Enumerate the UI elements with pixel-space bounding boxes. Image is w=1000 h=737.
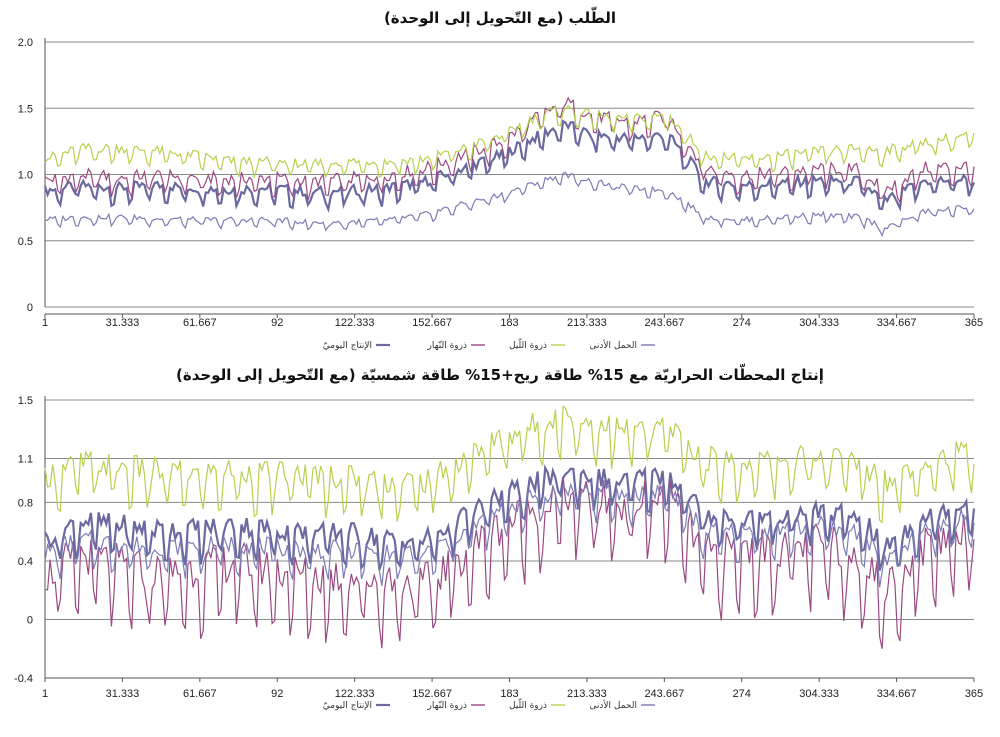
legend-label: ذروة اللّيل — [509, 338, 547, 351]
legend-label: ذروة اللّيل — [509, 698, 547, 711]
series-line-3 — [44, 481, 975, 588]
y-tick-label: 0 — [27, 614, 33, 626]
y-tick-label: 0.8 — [18, 497, 33, 509]
y-tick-label: 1.5 — [18, 395, 33, 407]
legend-label: ذروة النّهار — [427, 701, 467, 711]
series-line-3 — [44, 171, 975, 238]
y-tick-label: 2.0 — [18, 37, 33, 49]
demand-chart: الطّلب (مع التّحويل إلى الوحدة) 0 0.5 1.0 1.… — [18, 7, 983, 351]
y-tick-label: 1.1 — [18, 454, 33, 466]
x-tick-label: 334.667 — [877, 317, 917, 329]
series-line-0 — [43, 119, 976, 214]
x-tick-label: 31.333 — [106, 317, 140, 329]
x-tick-label: 31.333 — [106, 688, 140, 700]
x-tick-label: 304.333 — [799, 688, 839, 700]
chart-title: الطّلب (مع التّحويل إلى الوحدة) — [384, 7, 616, 27]
x-tick-label: 122.333 — [335, 317, 375, 329]
x-tick-label: 274 — [733, 317, 751, 329]
series-line-0 — [44, 464, 976, 571]
x-tick-label: 213.333 — [567, 317, 607, 329]
x-tick-label: 61.667 — [183, 317, 217, 329]
x-tick-label: 213.333 — [567, 688, 607, 700]
y-tick-label: 1.0 — [18, 170, 33, 182]
series-line-1 — [44, 96, 975, 205]
y-tick-label: 0.5 — [18, 236, 33, 248]
x-tick-label: 243.667 — [644, 317, 684, 329]
legend-label: الإنتاج اليوميّ — [323, 341, 372, 351]
chart-title: إنتاج المحطّات الحراريّة مع 15% طاقة ريح… — [176, 364, 824, 384]
x-tick-label: 365 — [965, 688, 983, 700]
legend-label: ذروة النّهار — [427, 341, 467, 351]
y-tick-label: 0.4 — [18, 556, 33, 568]
x-tick-label: 92 — [271, 317, 283, 329]
x-tick-label: 183 — [500, 688, 518, 700]
x-tick-label: 274 — [733, 688, 751, 700]
legend-label: الحمل الأدنى — [589, 339, 637, 351]
legend-label: الإنتاج اليوميّ — [323, 701, 372, 711]
x-tick-label: 183 — [500, 317, 518, 329]
x-tick-label: 334.667 — [877, 688, 917, 700]
thermal-production-chart: إنتاج المحطّات الحراريّة مع 15% طاقة ريح… — [14, 364, 983, 711]
y-tick-label: 1.5 — [18, 103, 33, 115]
x-tick-label: 1 — [42, 317, 48, 329]
x-tick-label: 304.333 — [799, 317, 839, 329]
x-tick-label: 61.667 — [183, 688, 217, 700]
y-tick-label: 0 — [27, 302, 33, 314]
x-tick-label: 152.667 — [412, 317, 452, 329]
x-tick-label: 1 — [42, 688, 48, 700]
legend-label: الحمل الأدنى — [589, 699, 637, 711]
y-tick-label: -0.4 — [14, 673, 33, 685]
x-tick-label: 152.667 — [412, 688, 452, 700]
series-line-2 — [44, 104, 975, 179]
x-tick-label: 243.667 — [644, 688, 684, 700]
x-tick-label: 92 — [271, 688, 283, 700]
x-tick-label: 365 — [965, 317, 983, 329]
series-line-2 — [44, 405, 975, 524]
x-tick-label: 122.333 — [335, 688, 375, 700]
